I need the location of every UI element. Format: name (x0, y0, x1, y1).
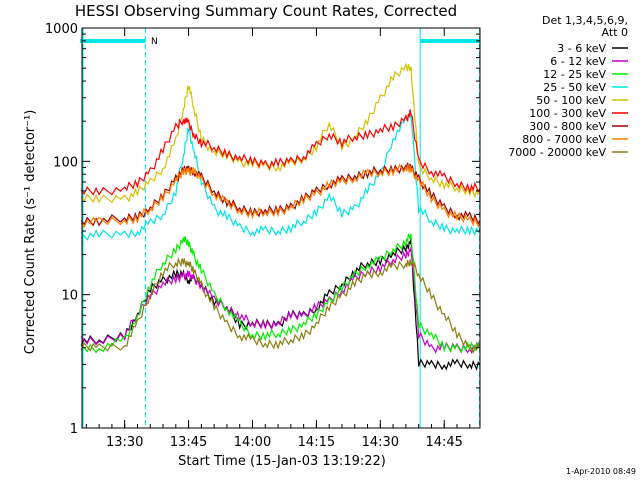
series-lines (80, 62, 481, 371)
series-line-0 (80, 238, 481, 371)
legend-label-2: 12 - 25 keV (543, 68, 606, 81)
series-line-3 (80, 112, 481, 241)
series-line-6 (80, 162, 481, 227)
legend-label-3: 25 - 50 keV (543, 81, 606, 94)
series-line-7 (80, 163, 481, 229)
x-tick-label-3: 14:15 (298, 435, 335, 450)
y-axis-ticks: 1 10 100 1000 (45, 22, 480, 437)
legend-label-5: 100 - 300 keV (529, 107, 606, 120)
timeline-marker-label: N (151, 37, 158, 47)
y-tick-label-1: 10 (61, 289, 78, 304)
x-axis-ticks: 13:30 13:45 14:00 14:15 14:30 14:45 (85, 28, 471, 450)
legend-label-1: 6 - 12 keV (550, 55, 606, 68)
x-axis-label: Start Time (15-Jan-03 13:19:22) (178, 454, 386, 469)
y-tick-label-0: 1 (70, 422, 78, 437)
y-tick-label-2: 100 (53, 155, 78, 170)
series-line-2 (80, 233, 480, 354)
legend-label-4: 50 - 100 keV (536, 94, 606, 107)
legend-header-1: Att 0 (602, 26, 628, 39)
legend-label-6: 300 - 800 keV (529, 120, 606, 133)
x-tick-label-5: 14:45 (425, 435, 462, 450)
x-tick-label-2: 14:00 (234, 435, 271, 450)
footer-timestamp: 1-Apr-2010 08:49 (566, 467, 636, 476)
chart-title: HESSI Observing Summary Count Rates, Cor… (75, 2, 457, 20)
series-line-4 (80, 62, 481, 204)
legend-label-0: 3 - 6 keV (557, 42, 606, 55)
series-line-5 (80, 109, 481, 196)
y-tick-label-3: 1000 (45, 22, 78, 37)
legend-label-7: 800 - 7000 keV (522, 133, 606, 146)
x-tick-label-0: 13:30 (106, 435, 143, 450)
x-tick-label-1: 13:45 (170, 435, 207, 450)
plot-frame (81, 27, 481, 429)
series-line-8 (80, 256, 481, 355)
legend-header-0: Det 1,3,4,5,6,9, (542, 14, 628, 27)
series-line-1 (80, 246, 481, 355)
x-tick-label-4: 14:30 (362, 435, 399, 450)
y-axis-label: Corrected Count Rate (s⁻¹ detector⁻¹) (23, 110, 38, 355)
legend-label-8: 7000 - 20000 keV (508, 146, 606, 159)
